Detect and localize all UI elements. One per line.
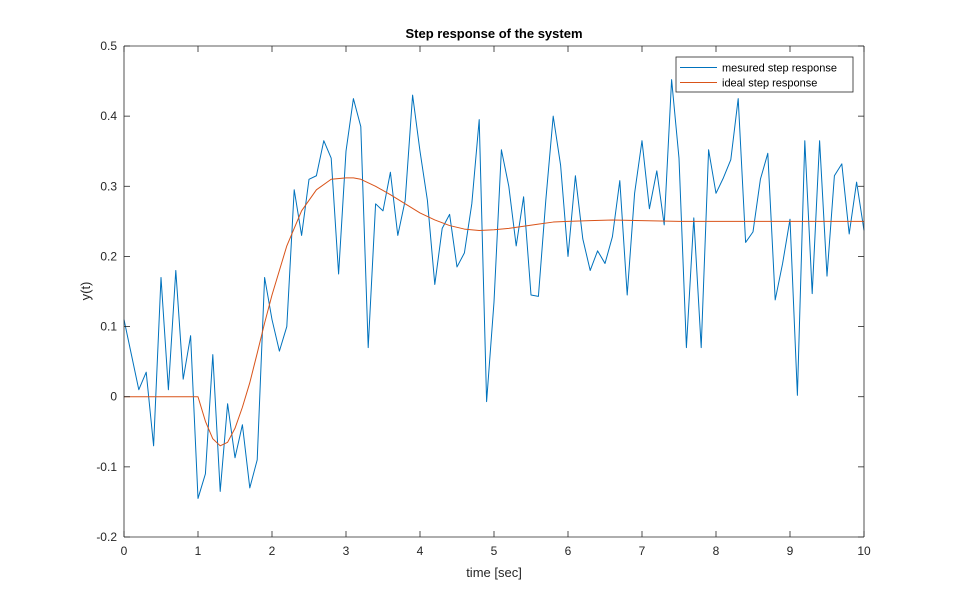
chart-title: Step response of the system [406,26,583,41]
legend-label-ideal: ideal step response [722,78,817,90]
y-tick-label: 0 [110,390,117,404]
series-line-measured [123,79,865,499]
x-tick-label: 2 [269,544,276,558]
x-tick-label: 10 [857,544,871,558]
x-tick-label: 8 [713,544,720,558]
x-tick-label: 3 [343,544,350,558]
x-tick-label: 0 [121,544,128,558]
x-tick-label: 4 [417,544,424,558]
x-tick-label: 7 [639,544,646,558]
legend-box [675,56,854,93]
y-axis-label: y(t) [78,282,93,301]
y-tick-label: 0.1 [100,320,117,334]
y-tick-label: 0.4 [100,109,117,123]
y-tick-label: 0.5 [100,39,117,53]
x-tick-label: 6 [565,544,572,558]
x-tick-label: 1 [195,544,202,558]
legend-label-measured: mesured step response [722,63,837,75]
y-tick-label: 0.2 [100,249,117,263]
series-layer [123,79,865,499]
ticks-layer: 0 1 2 3 4 5 6 7 8 9 10 -0.2 -0.1 0 0.1 0.2 0.3 0.4 0.5 [96,39,871,558]
x-axis-label: time [sec] [466,565,522,580]
y-tick-label: -0.1 [96,460,117,474]
series-line-ideal [124,177,864,447]
plot-area [124,46,864,537]
y-tick-label: 0.3 [100,179,117,193]
legend: mesured step response ideal step respons… [675,56,854,93]
y-tick-label: -0.2 [96,530,117,544]
x-tick-label: 5 [491,544,498,558]
x-tick-label: 9 [787,544,794,558]
